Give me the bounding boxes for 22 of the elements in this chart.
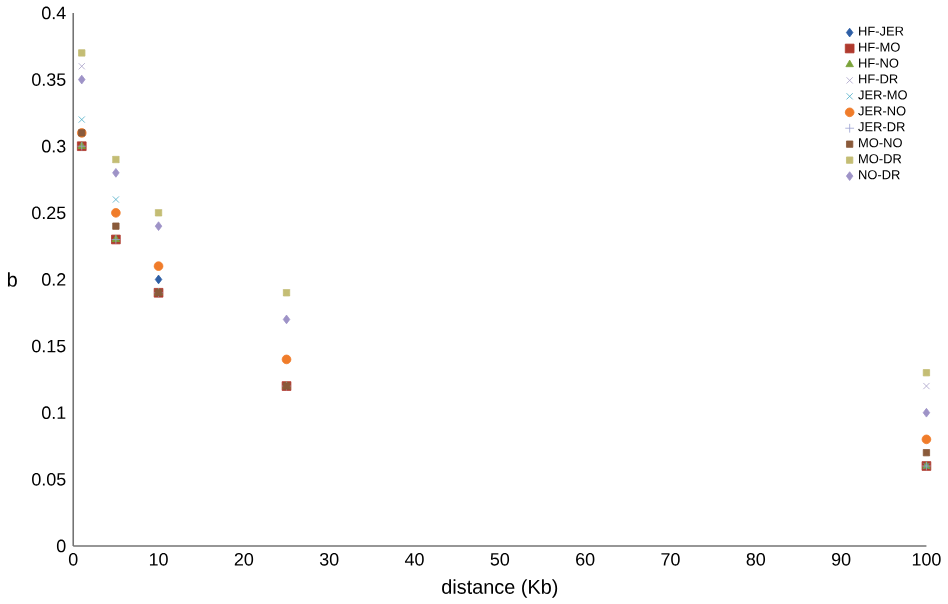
y-tick-label: 0.1 [42, 406, 66, 419]
x-tick-label: 10 [149, 552, 168, 566]
x-tick-label: 40 [404, 552, 424, 566]
x-tick-label: 20 [234, 552, 254, 566]
y-tick-label: 0.35 [32, 73, 66, 86]
y-tick-label: 0.25 [32, 206, 66, 219]
x-tick-label: 70 [661, 552, 680, 566]
x-tick-label: 100 [912, 552, 941, 566]
x-tick-label: 90 [832, 552, 851, 566]
x-tick-label: 30 [319, 552, 339, 566]
x-tick-label: 80 [746, 552, 766, 566]
x-tick-label: 50 [490, 552, 510, 566]
y-tick-label: 0 [56, 539, 66, 553]
y-tick-label: 0.15 [32, 339, 66, 353]
y-tick-label: 0.3 [42, 139, 66, 153]
y-axis-title: b [7, 271, 17, 287]
y-tick-label: 0.2 [42, 272, 66, 286]
x-axis-title: distance (Kb) [442, 579, 558, 598]
x-tick-label: 0 [68, 552, 78, 566]
y-tick-label: 0.4 [42, 6, 66, 20]
x-tick-label: 60 [576, 552, 595, 566]
y-tick-label: 0.05 [32, 472, 66, 486]
